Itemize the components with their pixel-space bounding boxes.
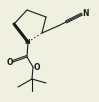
Text: N: N [24, 39, 30, 45]
Text: O: O [6, 58, 13, 67]
Text: N: N [82, 9, 89, 18]
Text: O: O [34, 63, 40, 72]
